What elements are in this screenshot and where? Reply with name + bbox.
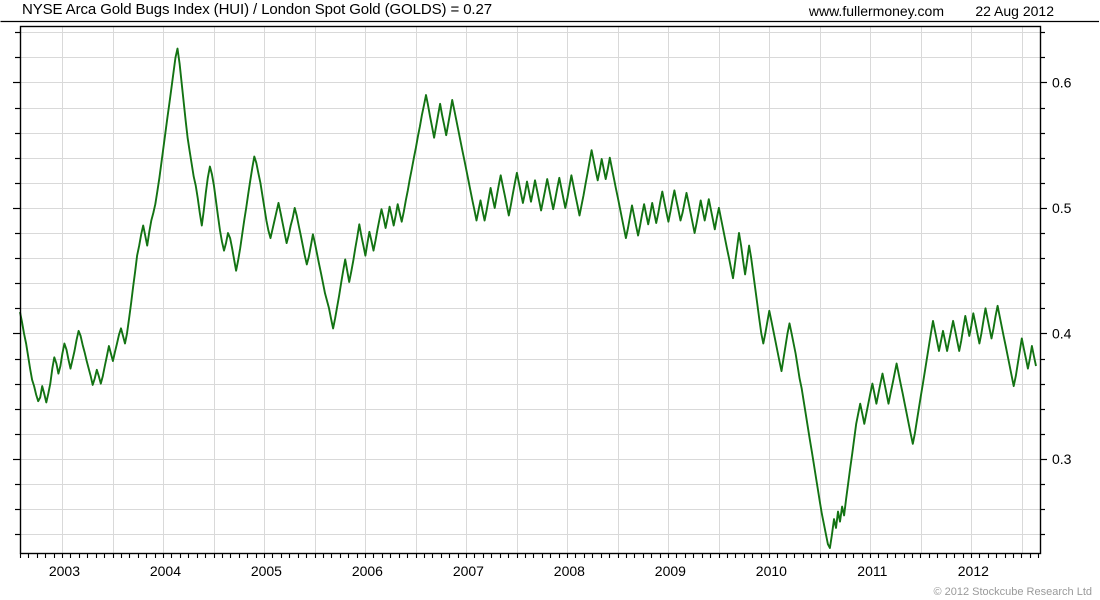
x-axis-tick-label: 2011 (857, 563, 887, 579)
copyright-label: © 2012 Stockcube Research Ltd (933, 586, 1092, 598)
x-axis-tick-label: 2003 (49, 563, 80, 579)
x-axis-tick-label: 2012 (958, 563, 989, 579)
x-axis-tick-label: 2005 (251, 563, 282, 579)
x-axis-tick-label: 2007 (453, 563, 484, 579)
data-series-line (19, 47, 1037, 549)
grid-layer (20, 26, 1040, 553)
y-axis-tick-label: 0.3 (1052, 451, 1072, 467)
axis-label-layer: 0.6 0.5 0.4 0.3 2003 2004 2005 2006 2007 2008 2009… (49, 74, 1072, 579)
axis-layer (0, 20, 1099, 558)
y-axis-tick-label: 0.4 (1052, 325, 1072, 341)
x-axis-tick-label: 2010 (756, 563, 787, 579)
page-title: NYSE Arca Gold Bugs Index (HUI) / London… (22, 1, 492, 18)
x-axis-tick-label: 2006 (352, 563, 383, 579)
series-layer (19, 47, 1037, 549)
x-axis-tick-label: 2004 (150, 563, 181, 579)
chart-header: NYSE Arca Gold Bugs Index (HUI) / London… (0, 0, 1100, 24)
y-axis-tick-label: 0.6 (1052, 74, 1072, 90)
plot-border (19, 25, 1042, 555)
y-axis-tick-label: 0.5 (1052, 200, 1072, 216)
x-axis-tick-label: 2008 (554, 563, 585, 579)
source-url-label: www.fullermoney.com (808, 3, 944, 19)
print-date-label: 22 Aug 2012 (975, 3, 1054, 19)
x-axis-tick-label: 2009 (655, 563, 686, 579)
